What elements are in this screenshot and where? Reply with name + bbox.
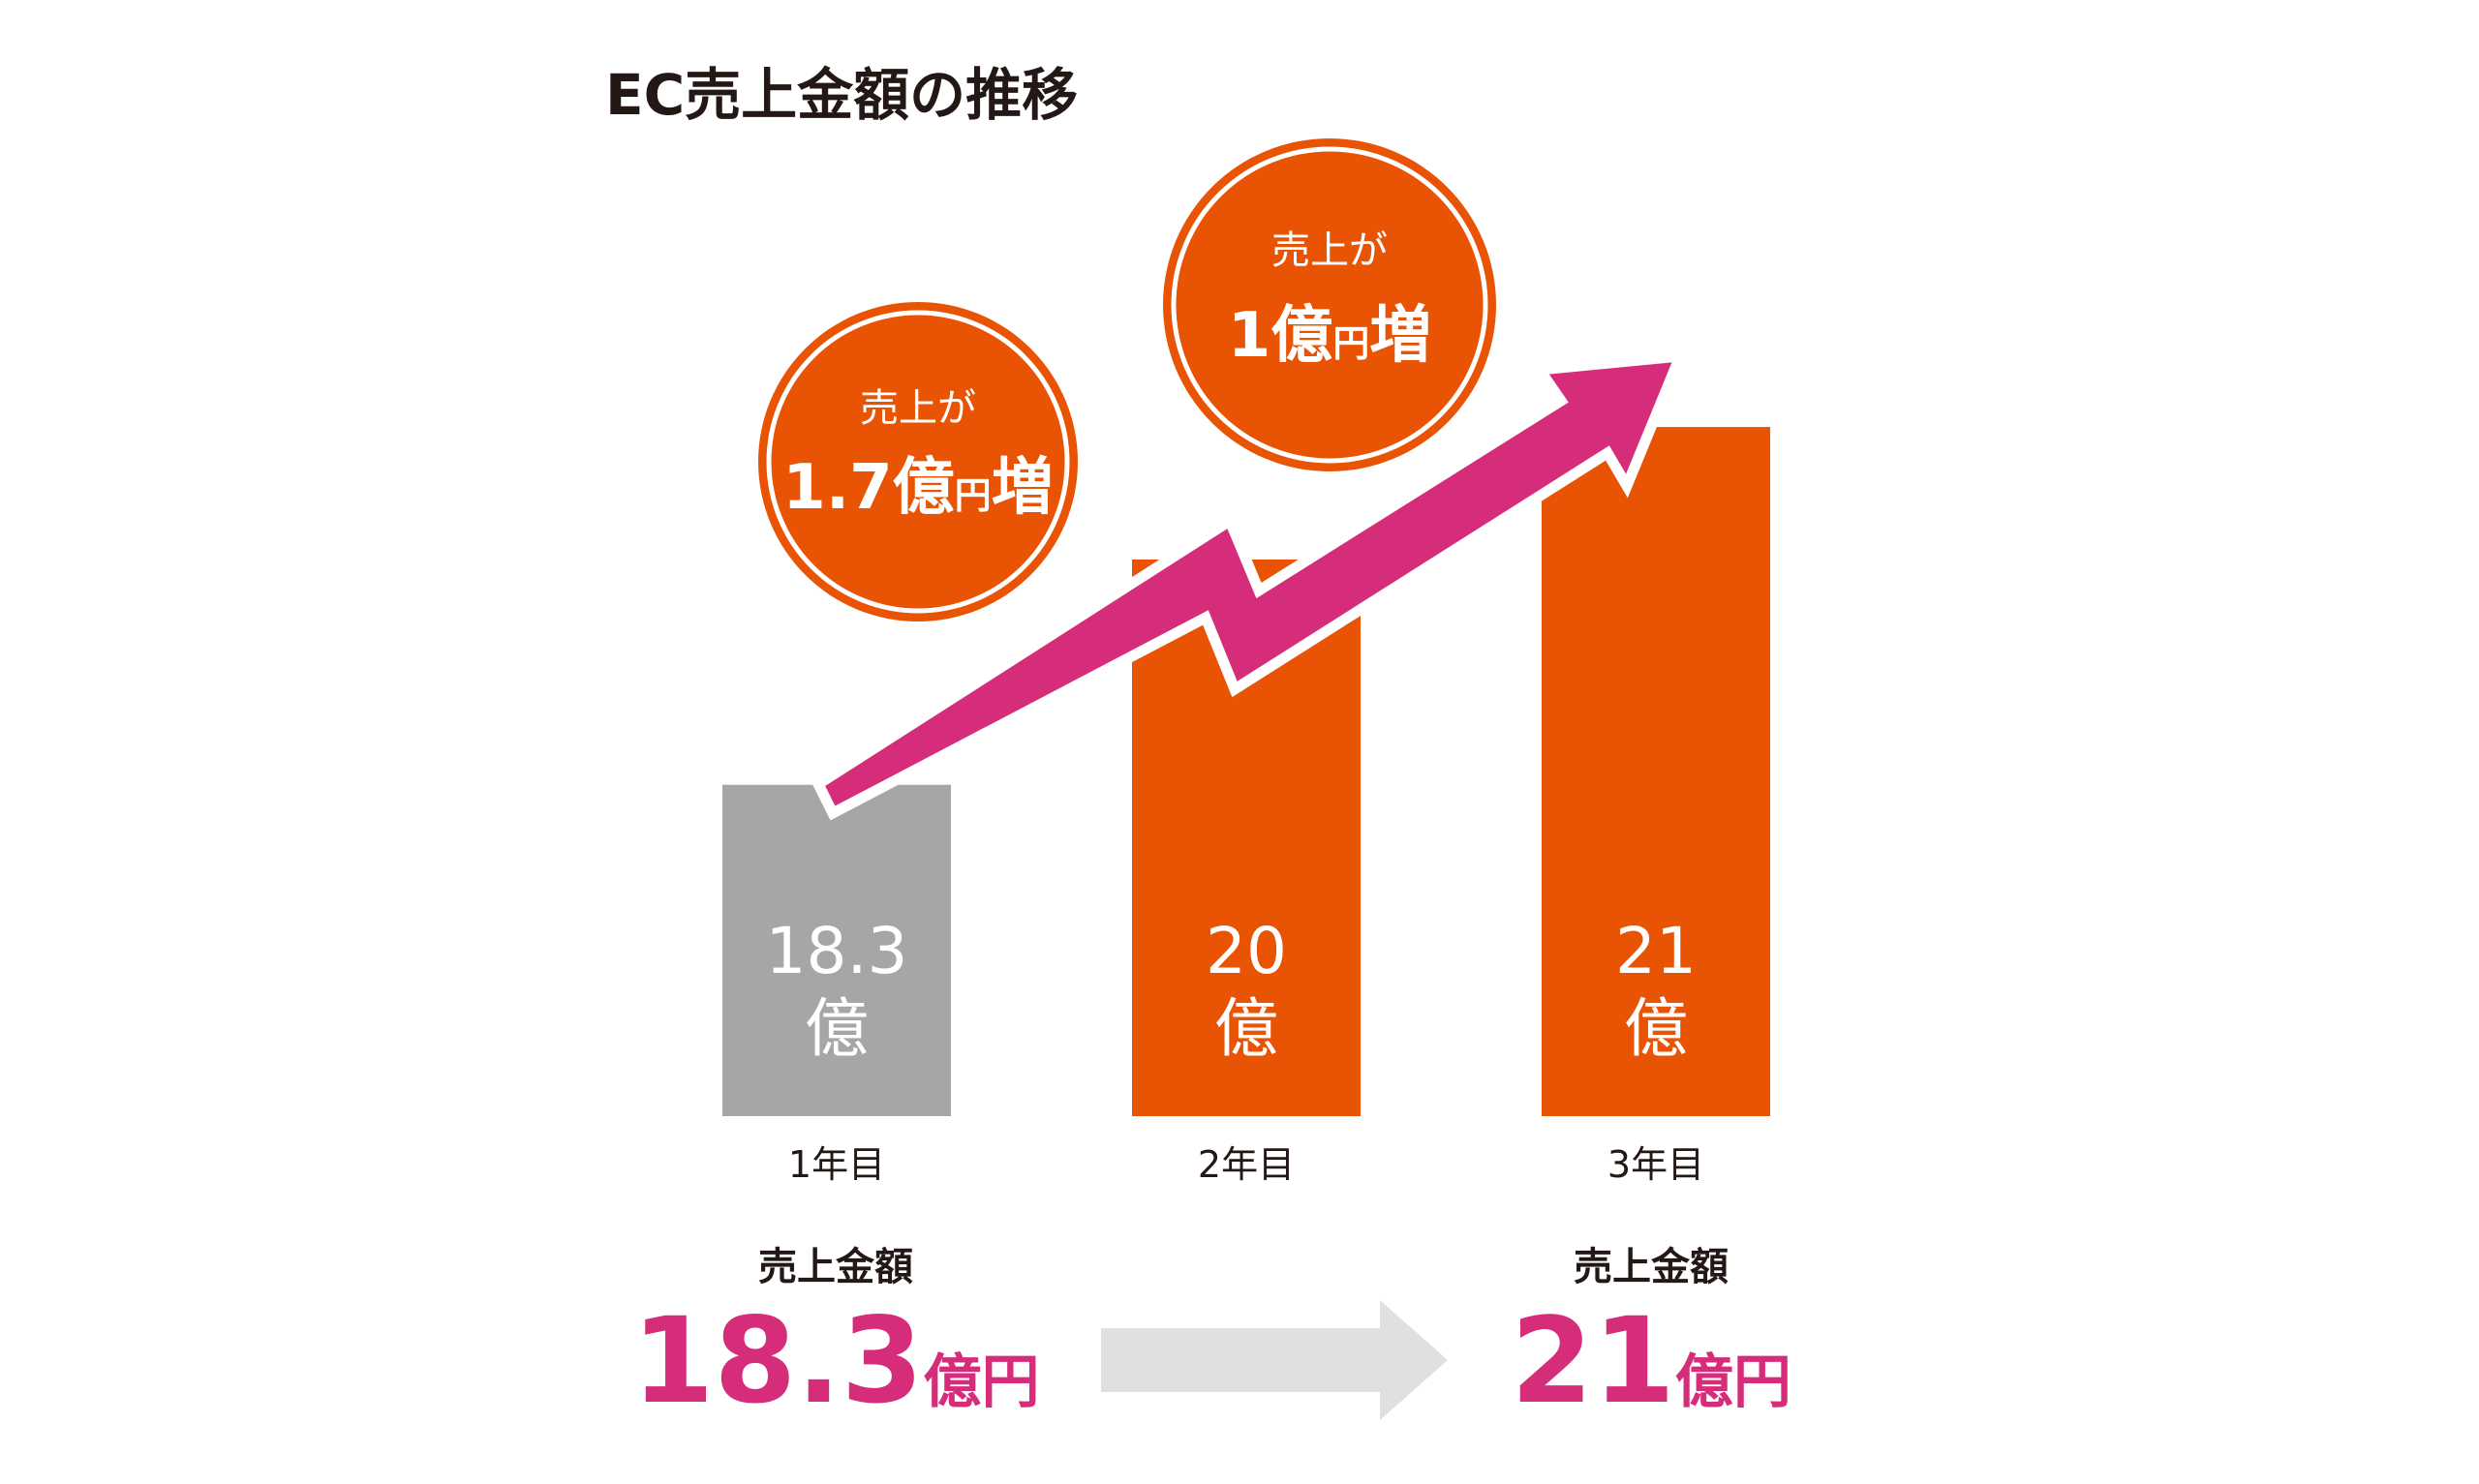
bubble-1-unit-big: 億 [893, 452, 955, 524]
bubble-1-unit-small: 円 [955, 474, 992, 517]
bubble-1-circle [758, 302, 1078, 621]
summary-after-unit: 億円 [1675, 1348, 1791, 1416]
summary-after-number: 21 [1511, 1292, 1675, 1430]
summary-before-number: 18.3 [631, 1292, 923, 1430]
bubble-2-number: 1 [1228, 300, 1271, 372]
bar-1-value-label: 18.3 [766, 914, 908, 988]
bar-2-value-label: 20 [1206, 914, 1287, 988]
bar-1 [722, 784, 951, 1116]
bubble-1-suffix: 増 [992, 452, 1054, 524]
bubble-2-circle [1163, 138, 1496, 471]
trend-arrow [811, 349, 1689, 821]
summary-arrow [1101, 1300, 1448, 1420]
bubble-1-line1: 売上が [860, 386, 976, 431]
bar-3-value-label: 21 [1615, 914, 1697, 988]
bar-2-unit-label: 億 [1214, 991, 1278, 1066]
summary-before-label: 売上金額 [758, 1245, 913, 1289]
bubble-2: 売上が 1億円増 [1163, 138, 1496, 471]
bubble-2-value: 1億円増 [1228, 300, 1432, 372]
summary-after-label: 売上金額 [1574, 1245, 1729, 1289]
bubble-2-suffix: 増 [1369, 300, 1431, 372]
summary-before-unit: 億円 [924, 1348, 1040, 1416]
summary-before-value: 18.3億円 [631, 1292, 1039, 1430]
chart-title: EC売上金額の推移 [605, 62, 1078, 128]
bubble-2-unit-big: 億 [1270, 300, 1332, 372]
bubble-2-line1: 売上が [1271, 228, 1388, 273]
bubble-1-number: 1.7 [782, 452, 892, 524]
bar-1-unit-label: 億 [805, 991, 869, 1066]
category-label-1: 1年目 [788, 1143, 885, 1186]
summary-after-value: 21億円 [1511, 1292, 1791, 1430]
bubble-1-ring [766, 310, 1070, 614]
bubble-2-unit-small: 円 [1332, 322, 1369, 365]
bar-3 [1542, 427, 1770, 1116]
bar-3-unit-label: 億 [1624, 991, 1688, 1066]
bubble-1-value: 1.7億円増 [782, 452, 1053, 524]
bubble-1: 売上が 1.7億円増 [758, 302, 1078, 621]
category-label-2: 2年目 [1198, 1143, 1295, 1186]
category-label-3: 3年目 [1607, 1143, 1704, 1186]
bubble-2-ring [1171, 146, 1488, 464]
